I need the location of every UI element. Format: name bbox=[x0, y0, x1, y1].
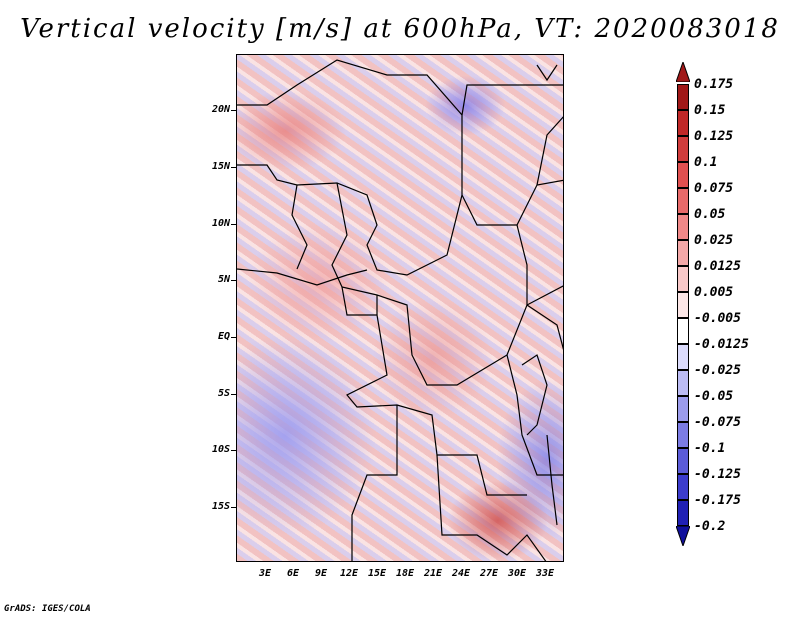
x-tick-label-21e: 21E bbox=[423, 568, 443, 579]
colorbar-label: 0.075 bbox=[694, 181, 734, 196]
y-tick bbox=[231, 110, 236, 111]
map-title: Vertical velocity [m/s] at 600hPa, VT: 2… bbox=[20, 14, 780, 44]
colorbar-label: 0.1 bbox=[694, 155, 718, 170]
colorbar-top-arrow bbox=[676, 62, 690, 82]
colorbar-swatch bbox=[677, 422, 689, 448]
colorbar-label: 0.05 bbox=[694, 207, 726, 222]
colorbar-swatch bbox=[677, 344, 689, 370]
colorbar-swatch bbox=[677, 370, 689, 396]
colorbar-label: -0.2 bbox=[694, 519, 726, 534]
colorbar-swatch bbox=[677, 110, 689, 136]
country-borders bbox=[237, 59, 563, 561]
y-tick-label-15n: 15N bbox=[211, 161, 230, 172]
x-tick-label-12e: 12E bbox=[339, 568, 359, 579]
x-tick-label-33e: 33E bbox=[535, 568, 555, 579]
colorbar-label: 0.15 bbox=[694, 103, 726, 118]
colorbar-swatch bbox=[677, 448, 689, 474]
x-tick-label-18e: 18E bbox=[395, 568, 415, 579]
velocity-map bbox=[236, 54, 564, 562]
colorbar-swatch bbox=[677, 136, 689, 162]
y-tick-label-10s: 10S bbox=[211, 444, 230, 455]
x-tick-label-6e: 6E bbox=[286, 568, 300, 579]
colorbar-label: 0.025 bbox=[694, 233, 734, 248]
colorbar-label: -0.1 bbox=[694, 441, 726, 456]
colorbar-swatch bbox=[677, 318, 689, 344]
colorbar-swatch bbox=[677, 292, 689, 318]
x-tick-label-3e: 3E bbox=[258, 568, 272, 579]
colorbar-swatch bbox=[677, 500, 689, 526]
x-tick-label-27e: 27E bbox=[479, 568, 499, 579]
y-tick bbox=[231, 507, 236, 508]
colorbar-swatch bbox=[677, 396, 689, 422]
x-tick-label-9e: 9E bbox=[314, 568, 328, 579]
colorbar-swatch bbox=[677, 188, 689, 214]
colorbar-swatch bbox=[677, 162, 689, 188]
colorbar-label: 0.0125 bbox=[694, 259, 741, 274]
colorbar-swatch bbox=[677, 266, 689, 292]
colorbar-label: -0.025 bbox=[694, 363, 741, 378]
y-tick bbox=[231, 450, 236, 451]
colorbar-label: 0.175 bbox=[694, 77, 734, 92]
colorbar-label: -0.05 bbox=[694, 389, 734, 404]
colorbar-swatch bbox=[677, 84, 689, 110]
y-tick-label-15s: 15S bbox=[211, 501, 230, 512]
colorbar-label: -0.005 bbox=[694, 311, 741, 326]
y-tick bbox=[231, 280, 236, 281]
colorbar-swatch bbox=[677, 474, 689, 500]
y-tick bbox=[231, 394, 236, 395]
y-tick bbox=[231, 167, 236, 168]
colorbar-label: -0.075 bbox=[694, 415, 741, 430]
y-tick-label-eq: EQ bbox=[217, 331, 230, 342]
colorbar-label: 0.005 bbox=[694, 285, 734, 300]
credit-label: GrADS: IGES/COLA bbox=[4, 604, 91, 614]
colorbar-bottom-arrow bbox=[676, 526, 690, 546]
x-tick-label-30e: 30E bbox=[507, 568, 527, 579]
y-tick-label-10n: 10N bbox=[211, 218, 230, 229]
colorbar-label: -0.125 bbox=[694, 467, 741, 482]
x-tick-label-15e: 15E bbox=[367, 568, 387, 579]
y-tick-label-5n: 5N bbox=[217, 274, 230, 285]
y-tick bbox=[231, 224, 236, 225]
colorbar-swatch bbox=[677, 214, 689, 240]
colorbar-label: -0.175 bbox=[694, 493, 741, 508]
y-tick-label-5s: 5S bbox=[217, 388, 230, 399]
y-tick bbox=[231, 337, 236, 338]
colorbar-swatch bbox=[677, 240, 689, 266]
colorbar-label: 0.125 bbox=[694, 129, 734, 144]
y-tick-label-20n: 20N bbox=[211, 104, 230, 115]
x-tick-label-24e: 24E bbox=[451, 568, 471, 579]
colorbar-label: -0.0125 bbox=[694, 337, 749, 352]
